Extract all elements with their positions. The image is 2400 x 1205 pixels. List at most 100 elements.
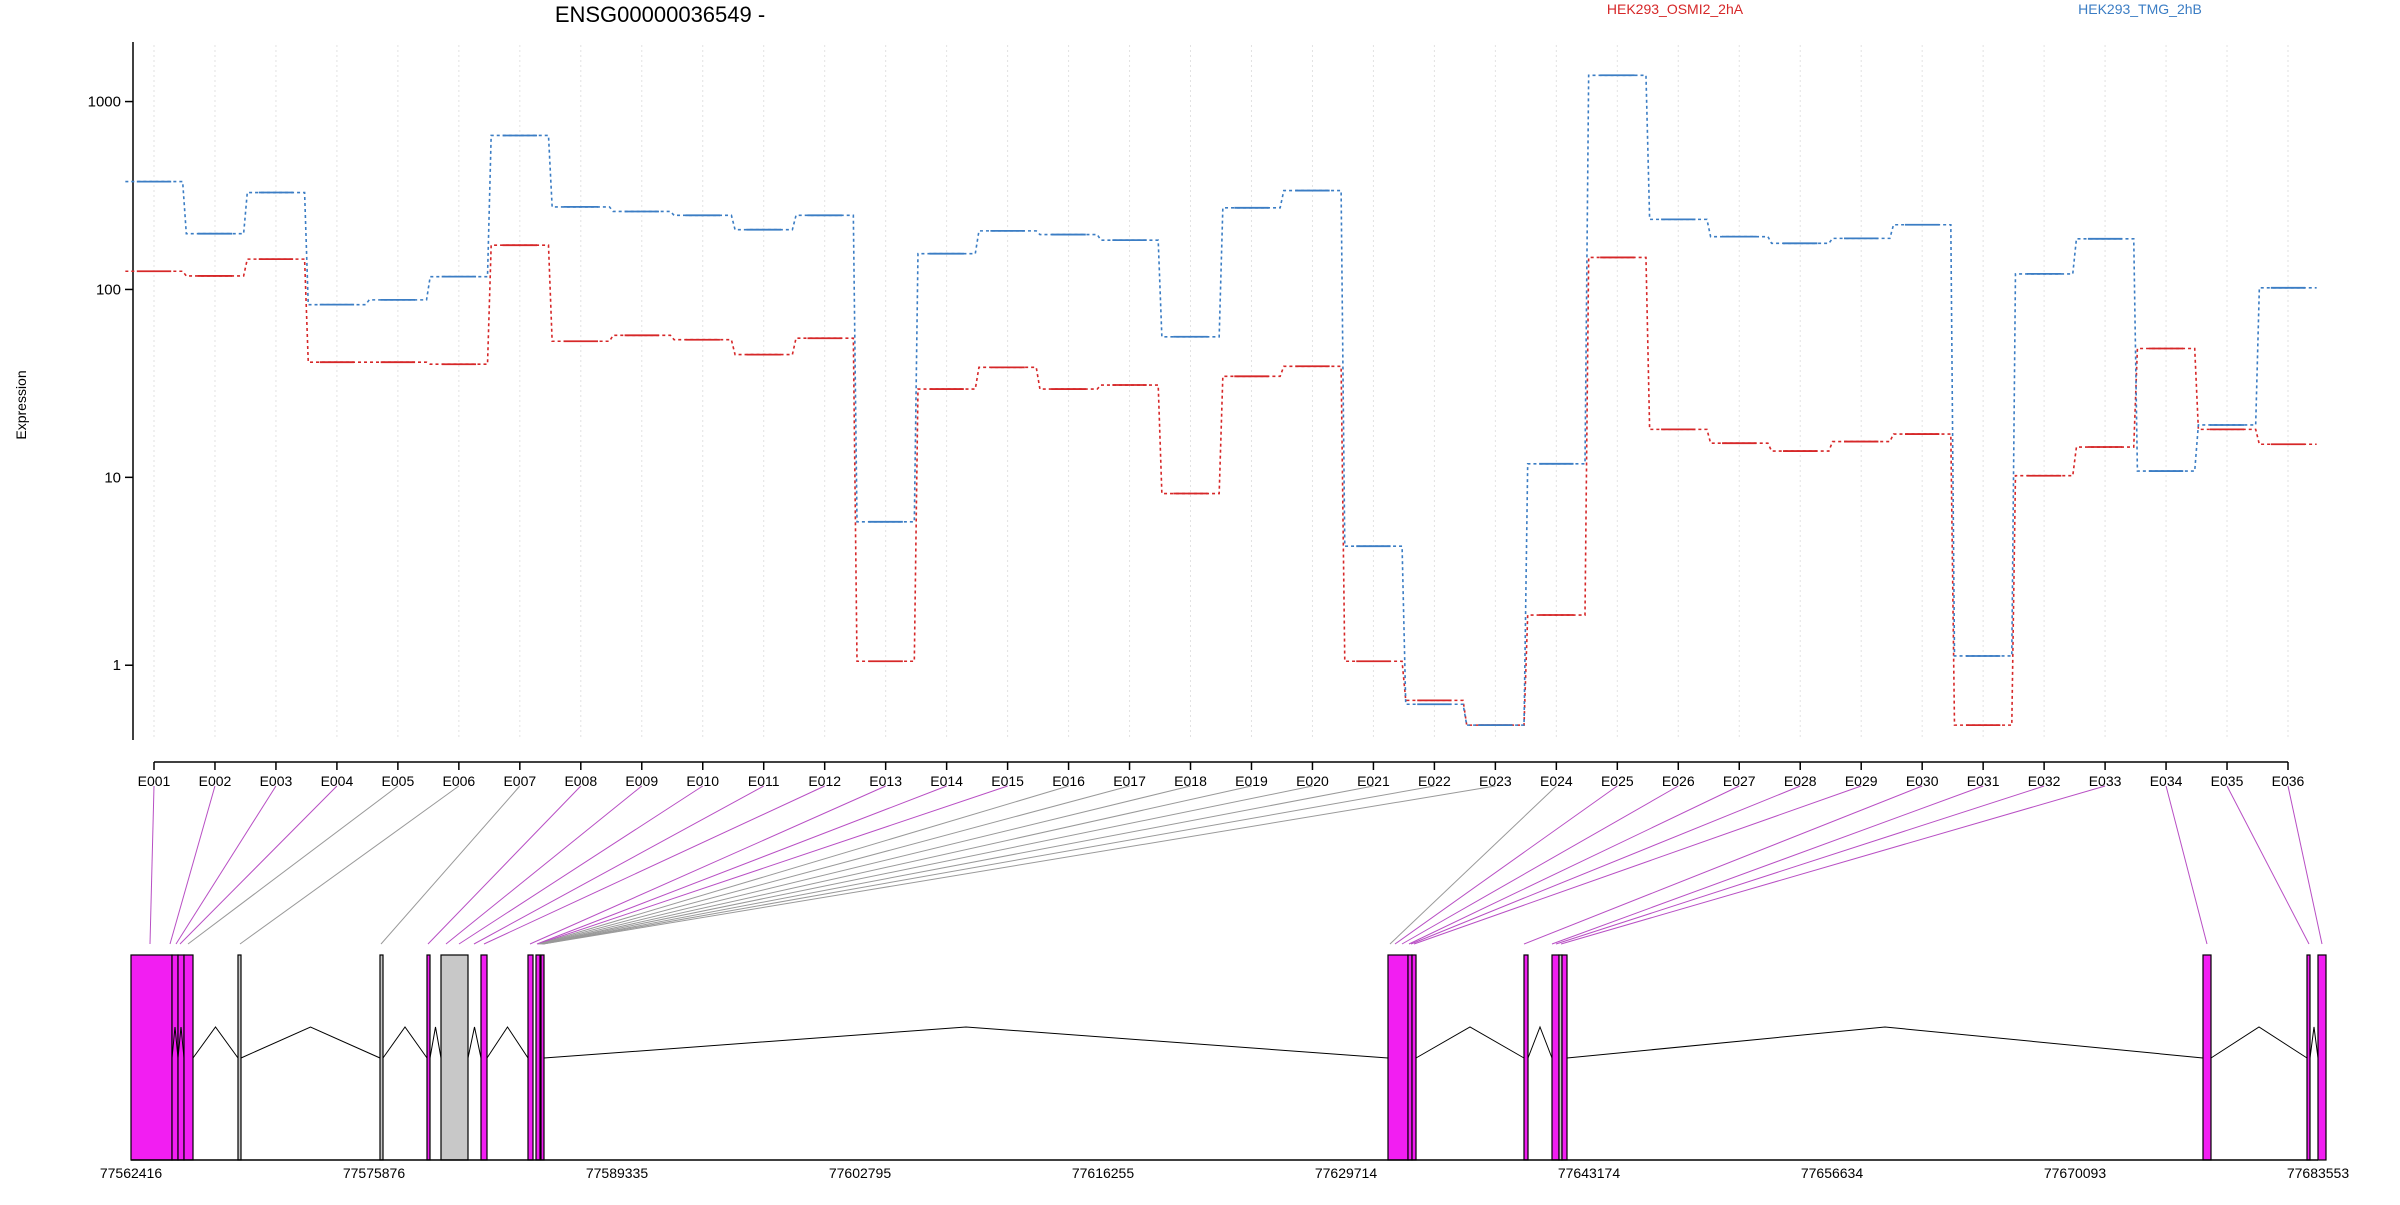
exon-box-16 xyxy=(1523,954,1529,1161)
x-tick-label-E029: E029 xyxy=(1845,773,1878,789)
intron-12 xyxy=(1566,1026,2204,1059)
intron-13 xyxy=(2210,1026,2308,1059)
exon-link-E001 xyxy=(149,785,155,945)
exon-link-E034 xyxy=(2165,785,2208,945)
genomic-tick-label-1: 77562416 xyxy=(100,1165,163,1181)
x-tick-label-E027: E027 xyxy=(1723,773,1756,789)
x-tick-label-E017: E017 xyxy=(1113,773,1146,789)
exon-link-layer xyxy=(149,785,2323,945)
intron-2 xyxy=(177,1026,185,1059)
exon-link-E035 xyxy=(2226,785,2310,945)
exon-link-E026 xyxy=(1401,785,1679,945)
intron-10 xyxy=(1415,1026,1525,1059)
exon-link-E036 xyxy=(2287,785,2323,945)
axes-layer: 1 10 100 1000 E001 E002 E003 E004 E005 E006 E007 E0… xyxy=(88,42,2305,789)
exon-box-3 xyxy=(177,954,185,1161)
x-tick-label-E013: E013 xyxy=(869,773,902,789)
exon-link-E015 xyxy=(537,785,1008,945)
x-tick-label-E033: E033 xyxy=(2089,773,2122,789)
genomic-tick-label-5: 77616255 xyxy=(1072,1165,1135,1181)
intron-6 xyxy=(429,1026,442,1059)
x-tick-label-E018: E018 xyxy=(1174,773,1207,789)
legend-label-series-1: HEK293_OSMI2_2hA xyxy=(1607,1,1744,17)
exon-link-E012 xyxy=(483,785,825,945)
x-tick-label-E016: E016 xyxy=(1052,773,1085,789)
exon-box-2 xyxy=(171,954,179,1161)
genomic-tick-label-2: 77575876 xyxy=(343,1165,406,1181)
exon-link-E005 xyxy=(187,785,399,945)
y-axis-label: Expression xyxy=(13,370,29,439)
gene-model-layer: 77562416 77575876 77589335 77602795 77616255… xyxy=(100,954,2349,1181)
intron-5 xyxy=(382,1026,428,1059)
exon-box-11 xyxy=(535,954,541,1161)
legend-label-series-2: HEK293_TMG_2hB xyxy=(2078,1,2202,17)
x-tick-label-E035: E035 xyxy=(2211,773,2244,789)
x-tick-label-E006: E006 xyxy=(443,773,476,789)
series-1-line xyxy=(125,244,2317,726)
exon-link-E028 xyxy=(1410,785,1801,945)
x-tick-label-E012: E012 xyxy=(808,773,841,789)
exon-link-E007 xyxy=(380,785,521,945)
exon-box-20 xyxy=(2202,954,2212,1161)
exon-link-E006 xyxy=(239,785,460,945)
exon-link-E025 xyxy=(1394,785,1618,945)
exon-box-10 xyxy=(527,954,534,1161)
series-layer xyxy=(125,74,2317,727)
exon-box-4 xyxy=(183,954,194,1161)
series-2-line xyxy=(125,74,2317,726)
exon-box-17 xyxy=(1551,954,1560,1161)
genomic-tick-label-3: 77589335 xyxy=(586,1165,649,1181)
x-tick-label-E026: E026 xyxy=(1662,773,1695,789)
genomic-tick-label-6: 77629714 xyxy=(1315,1165,1378,1181)
exon-box-12 xyxy=(540,954,545,1161)
exon-box-1 xyxy=(130,954,173,1161)
exon-link-E014 xyxy=(536,785,947,945)
exon-link-E011 xyxy=(473,785,764,945)
y-tick-label-1: 1 xyxy=(113,657,121,674)
exon-box-22 xyxy=(2317,954,2327,1161)
x-tick-label-E028: E028 xyxy=(1784,773,1817,789)
exon-box-8 xyxy=(440,954,469,1161)
x-tick-label-E019: E019 xyxy=(1235,773,1268,789)
x-tick-label-E031: E031 xyxy=(1967,773,2000,789)
exon-link-E019 xyxy=(541,785,1252,945)
x-tick-label-E004: E004 xyxy=(321,773,354,789)
exon-link-E008 xyxy=(427,785,582,945)
y-tick-label-10: 10 xyxy=(104,469,121,486)
genomic-tick-label-9: 77670093 xyxy=(2044,1165,2107,1181)
intron-3 xyxy=(192,1026,239,1059)
x-tick-label-E030: E030 xyxy=(1906,773,1939,789)
x-tick-label-E002: E002 xyxy=(199,773,232,789)
exon-link-E016 xyxy=(538,785,1069,945)
exon-box-19 xyxy=(1561,954,1568,1161)
exon-box-5 xyxy=(237,954,242,1161)
x-tick-label-E009: E009 xyxy=(625,773,658,789)
y-tick-label-1000: 1000 xyxy=(88,94,121,111)
series-2 xyxy=(125,74,2317,727)
exon-link-E013 xyxy=(529,785,886,945)
exon-box-15 xyxy=(1411,954,1417,1161)
genomic-tick-label-4: 77602795 xyxy=(829,1165,892,1181)
exon-link-E033 xyxy=(1560,785,2106,945)
x-tick-label-E023: E023 xyxy=(1479,773,1512,789)
x-tick-label-E003: E003 xyxy=(260,773,293,789)
intron-7 xyxy=(467,1026,482,1059)
exon-link-E024 xyxy=(1389,785,1557,945)
intron-8 xyxy=(486,1026,529,1059)
exon-link-E031 xyxy=(1551,785,1984,945)
exon-box-7 xyxy=(426,954,431,1161)
intron-14 xyxy=(2309,1026,2319,1059)
exon-link-E023 xyxy=(542,785,1496,945)
x-tick-label-E024: E024 xyxy=(1540,773,1573,789)
intron-1 xyxy=(171,1026,179,1059)
x-tick-label-E015: E015 xyxy=(991,773,1024,789)
x-tick-label-E011: E011 xyxy=(748,773,780,789)
exon-box-6 xyxy=(379,954,384,1161)
x-tick-label-E001: E001 xyxy=(138,773,171,789)
exon-link-E003 xyxy=(175,785,277,945)
exon-link-E009 xyxy=(445,785,643,945)
genomic-tick-label-7: 77643174 xyxy=(1558,1165,1621,1181)
exon-link-E030 xyxy=(1523,785,1923,945)
